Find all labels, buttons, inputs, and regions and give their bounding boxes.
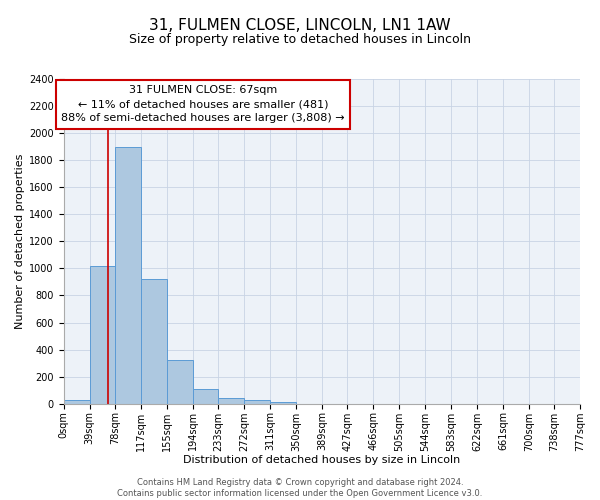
Bar <box>193 390 218 404</box>
X-axis label: Distribution of detached houses by size in Lincoln: Distribution of detached houses by size … <box>183 455 460 465</box>
Text: Contains HM Land Registry data © Crown copyright and database right 2024.
Contai: Contains HM Land Registry data © Crown c… <box>118 478 482 498</box>
Bar <box>64 400 89 404</box>
Text: 31 FULMEN CLOSE: 67sqm
← 11% of detached houses are smaller (481)
88% of semi-de: 31 FULMEN CLOSE: 67sqm ← 11% of detached… <box>61 86 345 124</box>
Y-axis label: Number of detached properties: Number of detached properties <box>15 154 25 329</box>
Bar <box>167 360 193 404</box>
Bar <box>218 398 244 404</box>
Text: Size of property relative to detached houses in Lincoln: Size of property relative to detached ho… <box>129 32 471 46</box>
Bar <box>89 266 115 404</box>
Bar <box>244 400 271 404</box>
Text: 31, FULMEN CLOSE, LINCOLN, LN1 1AW: 31, FULMEN CLOSE, LINCOLN, LN1 1AW <box>149 18 451 32</box>
Bar <box>271 402 296 404</box>
Bar <box>115 146 142 404</box>
Bar <box>142 279 167 404</box>
